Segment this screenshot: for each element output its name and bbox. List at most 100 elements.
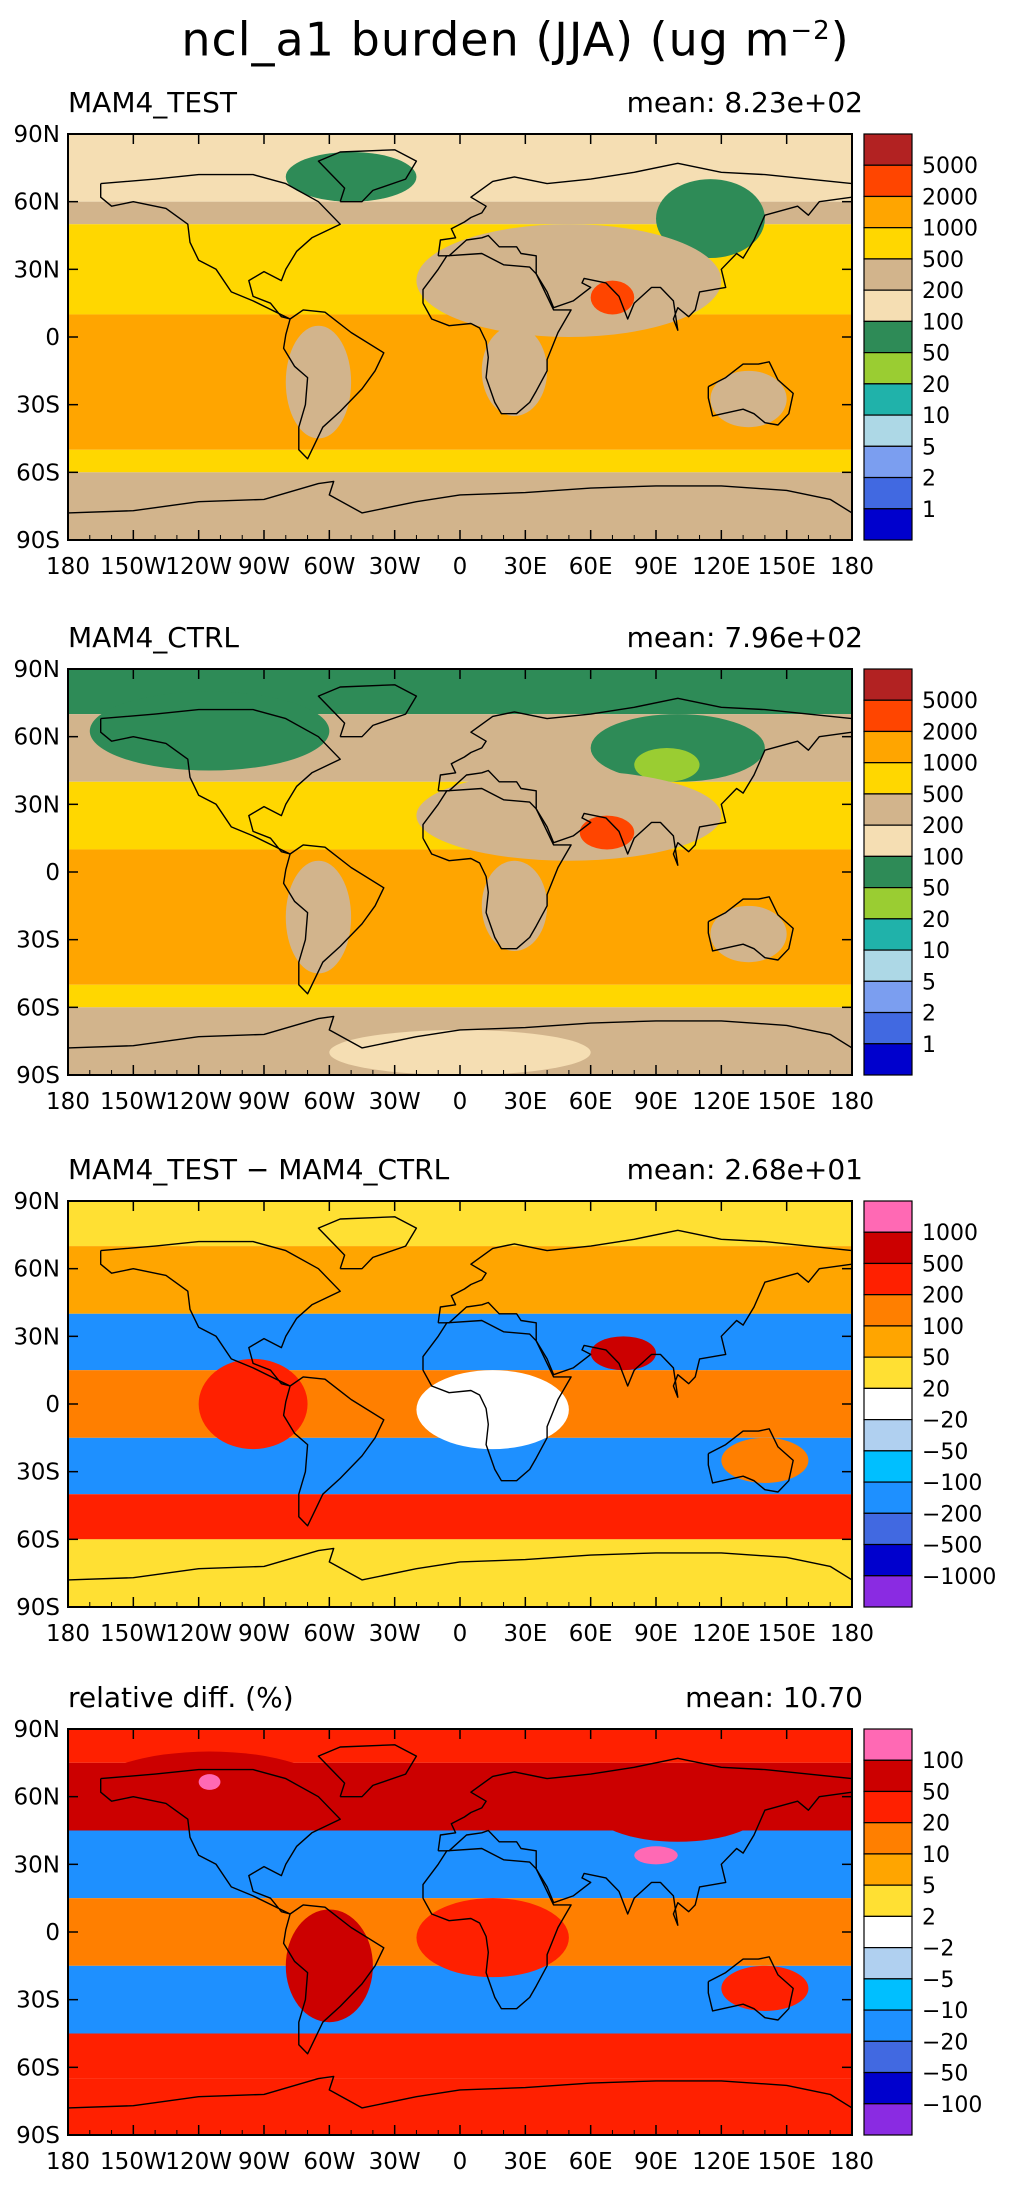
colorbar-box xyxy=(863,1294,913,1327)
coastline xyxy=(100,1768,341,1915)
field-region xyxy=(579,815,635,850)
colorbar-label: 50 xyxy=(922,1346,950,1371)
coastline xyxy=(100,173,341,320)
colorbar-label: 20 xyxy=(922,908,950,933)
colorbar-box xyxy=(863,1790,913,1824)
colorbar-label: −50 xyxy=(922,1440,968,1465)
field-region xyxy=(89,1751,330,1831)
colorbar-box xyxy=(863,1356,913,1389)
zonal-band xyxy=(68,2033,852,2079)
x-tick-label: 30E xyxy=(503,1089,547,1115)
coastline xyxy=(422,787,572,950)
colorbar-box xyxy=(863,1481,913,1514)
colorbar-box xyxy=(863,1978,913,2011)
colorbar-box xyxy=(863,133,913,166)
figure-title: ncl_a1 burden (JJA) (ug m−2) xyxy=(0,0,1031,70)
colorbar-label: 50 xyxy=(922,342,950,367)
zonal-band xyxy=(68,1539,852,1607)
x-tick-label: 60E xyxy=(569,1089,613,1115)
colorbar-label: −20 xyxy=(922,1409,968,1434)
colorbar-box xyxy=(863,793,913,826)
coastline xyxy=(68,1547,852,1581)
colorbar-label: 100 xyxy=(922,845,964,870)
colorbar-box xyxy=(863,1728,913,1761)
figure-title-exponent: −2 xyxy=(790,16,831,46)
coastline xyxy=(317,149,418,203)
coastline xyxy=(422,252,572,415)
colorbar-label: 1000 xyxy=(922,1221,978,1246)
x-tick-label: 120W xyxy=(165,1089,232,1115)
colorbar-label: −50 xyxy=(922,2062,968,2087)
y-tick-label: 0 xyxy=(45,1920,60,1946)
colorbar-box xyxy=(863,1419,913,1452)
colorbar-label: 10 xyxy=(922,1843,950,1868)
panel-title: MAM4_TEST xyxy=(68,86,237,119)
colorbar-box xyxy=(863,1575,913,1608)
coastline xyxy=(317,1216,418,1270)
colorbar-box xyxy=(863,918,913,951)
x-tick-label: 180 xyxy=(46,1089,90,1115)
coastline xyxy=(282,1904,385,2055)
colorbar-box xyxy=(863,1915,913,1949)
colorbar-box xyxy=(863,320,913,354)
colorbar-label: 1 xyxy=(922,1033,936,1058)
coastline xyxy=(282,1376,385,1527)
figure-title-close: ) xyxy=(830,12,850,67)
colorbar-label: 1000 xyxy=(922,217,978,242)
colorbar-box xyxy=(863,508,913,541)
field-region xyxy=(590,1336,656,1371)
colorbar-label: 20 xyxy=(922,1812,950,1837)
coastline xyxy=(100,1240,341,1387)
colorbar-box xyxy=(863,445,913,479)
y-tick-label: 60S xyxy=(16,1527,60,1553)
field-region xyxy=(721,1965,809,2011)
colorbar-label: 100 xyxy=(922,310,964,335)
y-tick-label: 30S xyxy=(16,393,60,419)
x-tick-label: 150E xyxy=(757,2149,815,2175)
x-tick-label: 120E xyxy=(692,1089,750,1115)
coastline xyxy=(707,896,794,961)
colorbar-box xyxy=(863,762,913,795)
panel-title: MAM4_TEST − MAM4_CTRL xyxy=(68,1153,450,1186)
coastline xyxy=(317,684,418,738)
colorbar-box xyxy=(863,1947,913,1980)
y-tick-label: 0 xyxy=(45,1392,60,1418)
x-tick-label: 120E xyxy=(692,2149,750,2175)
colorbar-box xyxy=(863,1884,913,1917)
y-tick-label: 90S xyxy=(16,1063,60,1089)
x-tick-label: 60W xyxy=(303,1621,355,1647)
colorbar-box xyxy=(863,1853,913,1886)
colorbar-label: 2 xyxy=(922,467,936,492)
coastline xyxy=(707,361,794,426)
y-tick-label: 30S xyxy=(16,1988,60,2014)
y-tick-label: 30S xyxy=(16,928,60,954)
colorbar-label: −100 xyxy=(922,2093,982,2118)
colorbar-label: −10 xyxy=(922,1999,968,2024)
colorbar-box xyxy=(863,352,913,385)
x-tick-label: 30E xyxy=(503,1621,547,1647)
x-tick-label: 30E xyxy=(503,2149,547,2175)
field-region xyxy=(481,325,548,416)
x-tick-label: 180 xyxy=(830,1089,874,1115)
figure-title-text: ncl_a1 burden (JJA) (ug m xyxy=(181,12,791,67)
colorbar-label: 500 xyxy=(922,1252,964,1277)
panel-mean: mean: 2.68e+01 xyxy=(626,1153,863,1186)
x-tick-label: 120W xyxy=(165,2149,232,2175)
colorbar-box xyxy=(863,2071,913,2105)
colorbar-label: −500 xyxy=(922,1534,982,1559)
x-tick-label: 150E xyxy=(757,554,815,580)
x-tick-label: 60E xyxy=(569,2149,613,2175)
field-region xyxy=(416,1898,569,1978)
zonal-band xyxy=(68,449,852,473)
colorbar-box xyxy=(863,2103,913,2136)
field-region xyxy=(590,280,635,315)
x-tick-label: 120E xyxy=(692,554,750,580)
y-tick-label: 60S xyxy=(16,2055,60,2081)
coastline xyxy=(68,1015,852,1049)
colorbar-box xyxy=(863,1325,913,1358)
map-field xyxy=(68,1201,852,1607)
field-region xyxy=(634,747,700,782)
